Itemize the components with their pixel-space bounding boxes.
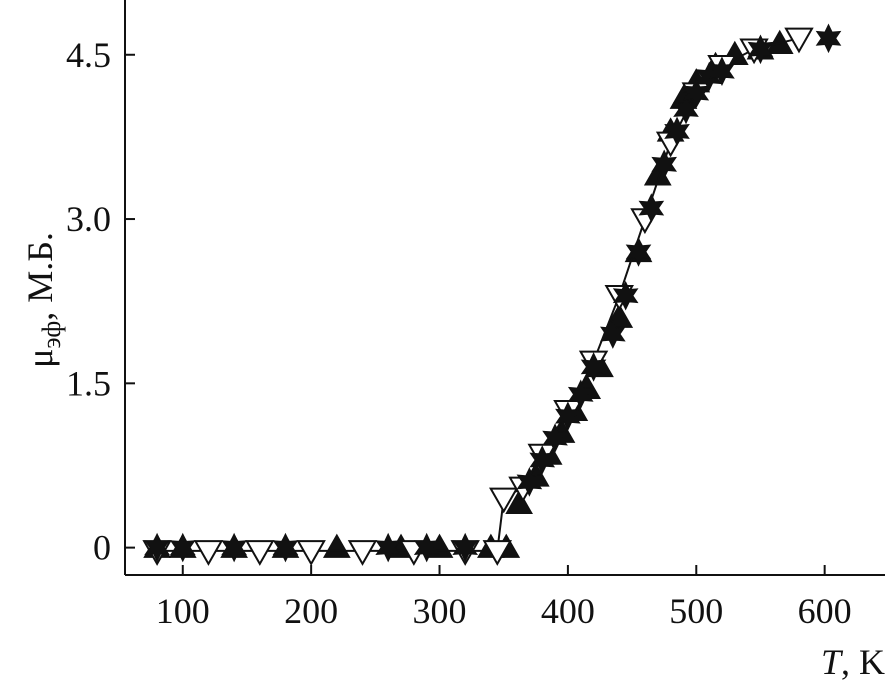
data-point — [272, 532, 299, 563]
data-point — [144, 532, 170, 563]
x-tick-label: 300 — [413, 591, 467, 631]
data-point — [482, 540, 513, 566]
data-point — [169, 532, 196, 563]
y-tick-label: 0 — [93, 528, 111, 568]
y-tick-label: 4.5 — [66, 35, 111, 75]
data-point — [452, 532, 479, 563]
data-point — [322, 533, 351, 558]
y-tick-label: 3.0 — [66, 199, 111, 239]
data-point — [747, 34, 774, 65]
data-point — [245, 540, 275, 566]
x-tick-label: 500 — [669, 591, 723, 631]
data-point — [413, 532, 440, 563]
x-tick-label: 600 — [798, 591, 852, 631]
y-label-rest: , М.Б. — [20, 232, 60, 321]
y-label-subscript: эф — [37, 321, 66, 349]
data-point — [709, 56, 735, 86]
data-point — [815, 23, 842, 54]
data-point — [612, 280, 639, 311]
series-line — [157, 37, 800, 552]
y-axis-label: μэф, М.Б. — [20, 232, 66, 368]
x-tick-label: 100 — [156, 591, 210, 631]
y-label-symbol: μ — [20, 349, 60, 368]
y-tick-label: 1.5 — [66, 363, 111, 403]
data-point — [529, 445, 556, 475]
data-point — [542, 423, 568, 453]
data-point — [221, 532, 247, 563]
data-point — [651, 149, 678, 180]
data-point — [625, 237, 652, 267]
data-point — [296, 540, 326, 566]
data-point — [505, 489, 533, 515]
data-point — [567, 379, 594, 410]
data-point — [488, 487, 519, 514]
data-point — [784, 27, 814, 54]
data-point — [638, 193, 665, 223]
data-point — [600, 319, 626, 349]
x-label-rest: , K — [841, 642, 885, 682]
data-point — [555, 401, 581, 431]
data-point — [664, 116, 690, 147]
data-point — [516, 467, 543, 497]
data-point — [193, 540, 224, 566]
data-point — [347, 540, 378, 566]
x-axis-label: T, K — [821, 642, 885, 682]
x-tick-label: 400 — [541, 591, 595, 631]
data-point — [375, 532, 401, 563]
x-label-symbol: T — [821, 642, 844, 682]
x-tick-label: 200 — [284, 591, 338, 631]
data-point — [580, 352, 607, 382]
